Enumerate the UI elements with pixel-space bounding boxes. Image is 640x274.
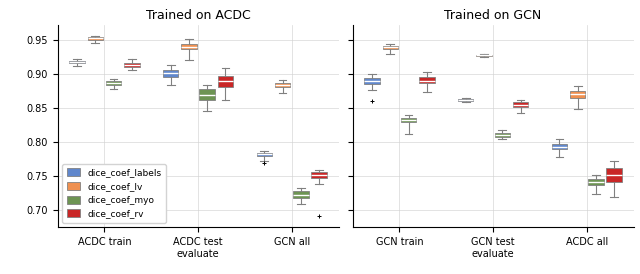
PathPatch shape: [218, 76, 233, 87]
PathPatch shape: [513, 102, 528, 107]
PathPatch shape: [401, 118, 416, 122]
PathPatch shape: [124, 63, 140, 67]
PathPatch shape: [552, 144, 567, 149]
PathPatch shape: [458, 99, 474, 101]
PathPatch shape: [293, 191, 308, 198]
Title: Trained on GCN: Trained on GCN: [445, 9, 541, 22]
PathPatch shape: [200, 89, 215, 100]
Legend: dice_coef_labels, dice_coef_lv, dice_coef_myo, dice_coef_rv: dice_coef_labels, dice_coef_lv, dice_coe…: [62, 164, 166, 223]
PathPatch shape: [106, 81, 122, 85]
PathPatch shape: [570, 91, 586, 98]
PathPatch shape: [257, 153, 272, 156]
PathPatch shape: [607, 168, 622, 182]
Title: Trained on ACDC: Trained on ACDC: [146, 9, 250, 22]
PathPatch shape: [364, 78, 380, 84]
PathPatch shape: [88, 37, 103, 40]
PathPatch shape: [181, 44, 196, 49]
PathPatch shape: [383, 46, 398, 49]
PathPatch shape: [163, 70, 179, 76]
PathPatch shape: [588, 179, 604, 185]
PathPatch shape: [495, 133, 510, 137]
PathPatch shape: [419, 77, 435, 83]
PathPatch shape: [275, 83, 291, 87]
PathPatch shape: [69, 61, 84, 63]
PathPatch shape: [312, 172, 327, 178]
PathPatch shape: [476, 55, 492, 56]
